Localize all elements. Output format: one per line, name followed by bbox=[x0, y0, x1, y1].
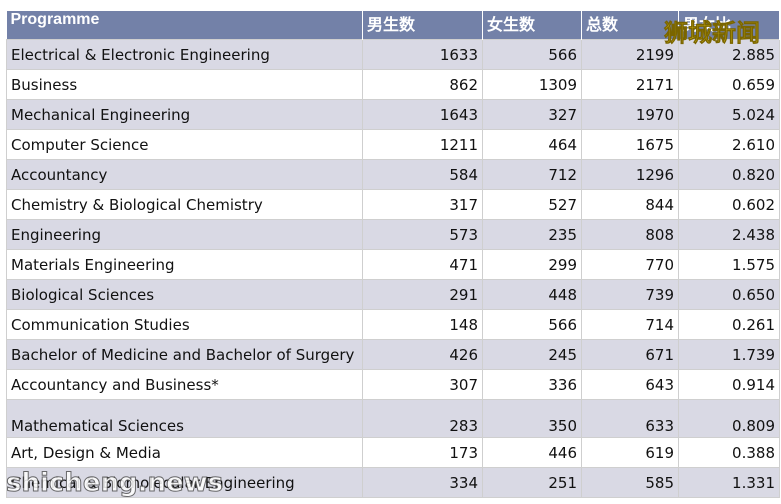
ratio-cell: 0.602 bbox=[678, 189, 780, 220]
ratio-cell: 0.809 bbox=[678, 399, 780, 438]
ratio-cell: 1.575 bbox=[678, 249, 780, 280]
total-cell: 585 bbox=[581, 467, 679, 498]
ratio-cell: 0.650 bbox=[678, 279, 780, 310]
table-row: Communication Studies 148 566 714 0.261 bbox=[6, 309, 780, 340]
table-row: Chemistry & Biological Chemistry 317 527… bbox=[6, 189, 780, 220]
male-cell: 1633 bbox=[362, 39, 483, 70]
total-cell: 633 bbox=[581, 399, 679, 438]
ratio-cell: 0.914 bbox=[678, 369, 780, 400]
male-cell: 1211 bbox=[362, 129, 483, 160]
male-cell: 148 bbox=[362, 309, 483, 340]
programme-cell: Engineering bbox=[6, 219, 363, 250]
table-row: Bachelor of Medicine and Bachelor of Sur… bbox=[6, 339, 780, 370]
programme-cell: Materials Engineering bbox=[6, 249, 363, 280]
table-row: Mathematical Sciences 283 350 633 0.809 bbox=[6, 399, 780, 438]
table-header-row: Programme 男生数 女生数 总数 男女比 bbox=[6, 11, 780, 40]
ratio-cell: 0.388 bbox=[678, 437, 780, 468]
male-cell: 573 bbox=[362, 219, 483, 250]
male-cell: 862 bbox=[362, 69, 483, 100]
ratio-cell: 5.024 bbox=[678, 99, 780, 130]
total-cell: 808 bbox=[581, 219, 679, 250]
female-cell: 566 bbox=[482, 39, 582, 70]
programme-cell: Art, Design & Media bbox=[6, 437, 363, 468]
female-cell: 299 bbox=[482, 249, 582, 280]
male-cell: 1643 bbox=[362, 99, 483, 130]
total-cell: 770 bbox=[581, 249, 679, 280]
ratio-cell: 2.438 bbox=[678, 219, 780, 250]
programme-cell: Electrical & Electronic Engineering bbox=[6, 39, 363, 70]
female-cell: 350 bbox=[482, 399, 582, 438]
male-cell: 471 bbox=[362, 249, 483, 280]
female-cell: 464 bbox=[482, 129, 582, 160]
programme-cell: Mathematical Sciences bbox=[6, 399, 363, 438]
total-cell: 739 bbox=[581, 279, 679, 310]
table-row: Art, Design & Media 173 446 619 0.388 bbox=[6, 437, 780, 468]
table-row: Computer Science 1211 464 1675 2.610 bbox=[6, 129, 780, 160]
female-cell: 336 bbox=[482, 369, 582, 400]
female-cell: 235 bbox=[482, 219, 582, 250]
total-cell: 619 bbox=[581, 437, 679, 468]
total-cell: 643 bbox=[581, 369, 679, 400]
header-female-count: 女生数 bbox=[482, 11, 582, 40]
total-cell: 1970 bbox=[581, 99, 679, 130]
header-total: 总数 bbox=[581, 11, 679, 40]
ratio-cell: 0.261 bbox=[678, 309, 780, 340]
table-row: Electrical & Electronic Engineering 1633… bbox=[6, 39, 780, 70]
female-cell: 1309 bbox=[482, 69, 582, 100]
male-cell: 173 bbox=[362, 437, 483, 468]
total-cell: 2171 bbox=[581, 69, 679, 100]
male-cell: 584 bbox=[362, 159, 483, 190]
programme-cell: Bachelor of Medicine and Bachelor of Sur… bbox=[6, 339, 363, 370]
table-row: Engineering 573 235 808 2.438 bbox=[6, 219, 780, 250]
total-cell: 1296 bbox=[581, 159, 679, 190]
ratio-cell: 1.739 bbox=[678, 339, 780, 370]
total-cell: 671 bbox=[581, 339, 679, 370]
female-cell: 566 bbox=[482, 309, 582, 340]
programme-cell: Chemical & Biomolecular Engineering bbox=[6, 467, 363, 498]
female-cell: 712 bbox=[482, 159, 582, 190]
programme-cell: Mechanical Engineering bbox=[6, 99, 363, 130]
ratio-cell: 2.610 bbox=[678, 129, 780, 160]
table-row: Business 862 1309 2171 0.659 bbox=[6, 69, 780, 100]
programme-cell: Chemistry & Biological Chemistry bbox=[6, 189, 363, 220]
male-cell: 317 bbox=[362, 189, 483, 220]
header-male-count: 男生数 bbox=[362, 11, 483, 40]
table-row: Accountancy 584 712 1296 0.820 bbox=[6, 159, 780, 190]
male-cell: 334 bbox=[362, 467, 483, 498]
male-cell: 291 bbox=[362, 279, 483, 310]
programme-gender-table: Programme 男生数 女生数 总数 男女比 Electrical & El… bbox=[6, 11, 780, 498]
female-cell: 527 bbox=[482, 189, 582, 220]
programme-cell: Business bbox=[6, 69, 363, 100]
table-row: Mechanical Engineering 1643 327 1970 5.0… bbox=[6, 99, 780, 130]
male-cell: 426 bbox=[362, 339, 483, 370]
table-row: Biological Sciences 291 448 739 0.650 bbox=[6, 279, 780, 310]
total-cell: 1675 bbox=[581, 129, 679, 160]
header-ratio: 男女比 bbox=[678, 11, 780, 40]
total-cell: 714 bbox=[581, 309, 679, 340]
female-cell: 251 bbox=[482, 467, 582, 498]
female-cell: 327 bbox=[482, 99, 582, 130]
programme-cell: Biological Sciences bbox=[6, 279, 363, 310]
table-row: Materials Engineering 471 299 770 1.575 bbox=[6, 249, 780, 280]
male-cell: 307 bbox=[362, 369, 483, 400]
programme-cell: Computer Science bbox=[6, 129, 363, 160]
ratio-cell: 2.885 bbox=[678, 39, 780, 70]
ratio-cell: 0.820 bbox=[678, 159, 780, 190]
total-cell: 844 bbox=[581, 189, 679, 220]
programme-cell: Accountancy bbox=[6, 159, 363, 190]
header-programme: Programme bbox=[6, 11, 363, 40]
ratio-cell: 1.331 bbox=[678, 467, 780, 498]
ratio-cell: 0.659 bbox=[678, 69, 780, 100]
female-cell: 245 bbox=[482, 339, 582, 370]
female-cell: 448 bbox=[482, 279, 582, 310]
table-row: Chemical & Biomolecular Engineering 334 … bbox=[6, 467, 780, 498]
male-cell: 283 bbox=[362, 399, 483, 438]
total-cell: 2199 bbox=[581, 39, 679, 70]
programme-cell: Accountancy and Business* bbox=[6, 369, 363, 400]
table-row: Accountancy and Business* 307 336 643 0.… bbox=[6, 369, 780, 400]
female-cell: 446 bbox=[482, 437, 582, 468]
programme-cell: Communication Studies bbox=[6, 309, 363, 340]
